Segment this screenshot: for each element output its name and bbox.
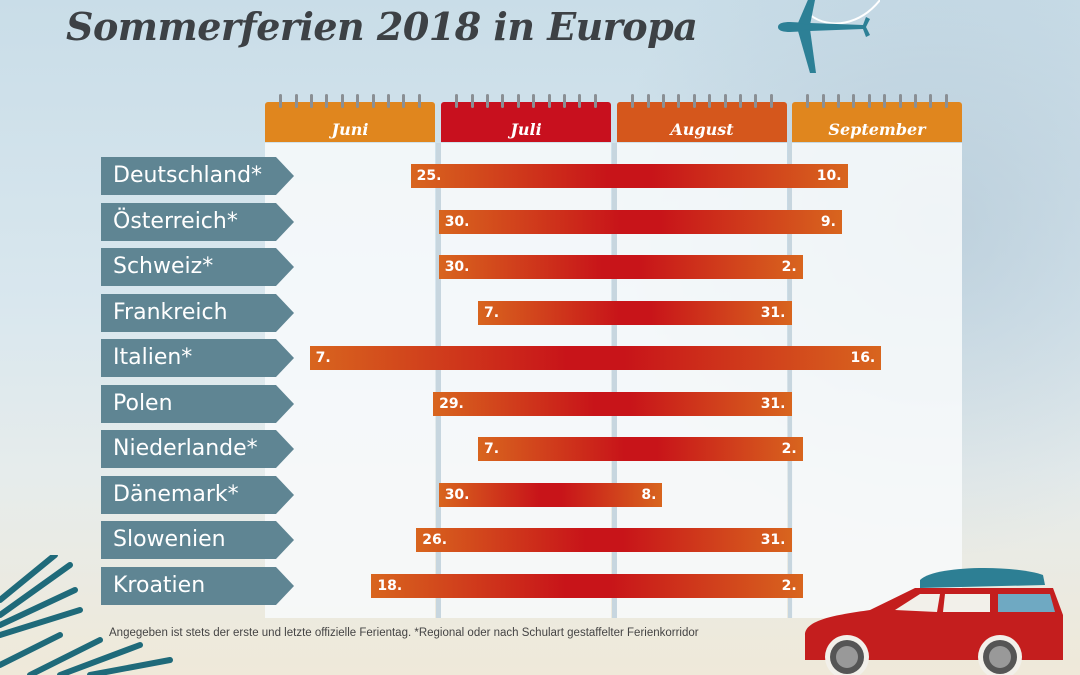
holiday-bar: 25. 10. [410,164,848,188]
footnote: Angegeben ist stets der erste und letzte… [109,627,699,639]
end-day-label: 8. [641,486,657,503]
month-divider [612,143,617,618]
country-label: Polen [101,384,294,423]
end-day-label: 2. [781,259,797,275]
car-icon [805,568,1063,675]
end-day-label: 2. [781,577,797,594]
holiday-bar: 7. 31. [477,300,792,325]
month-header-juli: Juli [441,102,611,142]
start-day-label: 7. [315,350,331,366]
calendar-rings [449,94,603,110]
country-label: Kroatien [101,566,294,605]
start-day-label: 18. [377,577,403,594]
holiday-bar: 26. 31. [416,528,792,552]
start-day-label: 7. [483,304,500,321]
country-label: Schweiz* [101,248,294,286]
start-day-label: 7. [483,441,500,457]
start-day-label: 26. [422,532,448,548]
country-label: Österreich* [101,202,294,241]
holiday-bar: 29. 31. [433,391,792,416]
holiday-bar: 30. 9. [438,209,842,234]
end-day-label: 31. [760,304,786,321]
start-day-label: 25. [416,168,442,184]
country-label: Dänemark* [101,475,294,514]
country-label: Deutschland* [101,157,294,195]
calendar-rings [800,94,954,110]
month-header-september: September [792,102,962,142]
airplane-icon [778,0,880,73]
country-label: Italien* [101,339,294,377]
start-day-label: 30. [444,213,470,230]
calendar-rings [273,94,427,110]
holiday-bar: 7. 2. [477,437,803,461]
end-day-label: 16. [850,350,876,366]
start-day-label: 30. [444,259,470,275]
end-day-label: 2. [781,441,797,457]
start-day-label: 29. [439,395,464,412]
month-divider [436,143,441,618]
end-day-label: 10. [816,168,842,184]
month-divider [788,143,793,618]
end-day-label: 31. [760,532,786,548]
month-header-august: August [617,102,787,142]
country-label: Frankreich [101,293,294,332]
country-label: Niederlande* [101,430,294,468]
calendar-rings [625,94,779,110]
start-day-label: 30. [444,486,470,503]
country-label: Slowenien [101,521,294,559]
holiday-bar: 30. 8. [438,482,663,507]
month-header-juni: Juni [265,102,435,142]
holiday-bar: 7. 16. [309,346,882,370]
end-day-label: 9. [820,213,836,230]
holiday-bar: 18. 2. [371,573,803,598]
chart-title: Sommerferien 2018 in Europa [66,4,698,49]
palm-leaf-icon [0,555,173,675]
end-day-label: 31. [760,395,786,412]
holiday-bar: 30. 2. [438,255,803,279]
